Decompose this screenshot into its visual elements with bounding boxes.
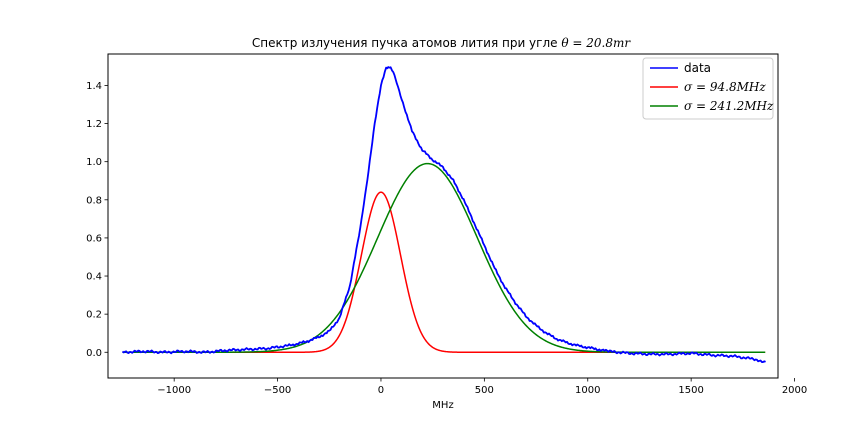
plot-frame: [107, 53, 779, 379]
y-tick-label: 0.6: [86, 233, 102, 244]
y-axis-ticks: 0.0 0.2 0.4 0.6 0.8 1.0 1.2 1.4: [86, 81, 108, 359]
x-axis-ticks: −1000 −500 0 500 1000 1500 2000: [157, 378, 807, 396]
legend-label-sigma-241-2: σ = 241.2MHz: [684, 99, 774, 113]
x-tick-label: 2000: [782, 385, 807, 396]
x-axis-label: MHz: [432, 400, 453, 411]
series-lines: [121, 66, 766, 363]
y-tick-label: 1.2: [86, 119, 102, 130]
x-tick-label: −1000: [157, 385, 191, 396]
y-tick-label: 0.0: [86, 348, 102, 359]
y-tick-label: 0.8: [86, 195, 102, 206]
chart-title: Спектр излучения пучка атомов лития при …: [252, 36, 631, 50]
x-tick-label: 500: [475, 385, 494, 396]
legend-box: [642, 57, 774, 120]
series-line-data: [121, 66, 766, 363]
series-line-sigma-241-2: [122, 162, 766, 354]
y-tick-label: 0.4: [86, 272, 102, 283]
legend-label-data: data: [684, 61, 711, 75]
x-tick-label: 1000: [575, 385, 600, 396]
legend-label-sigma-94-8: σ = 94.8MHz: [684, 80, 766, 94]
x-tick-label: 1500: [678, 385, 703, 396]
y-tick-label: 1.0: [86, 157, 102, 168]
y-tick-label: 1.4: [86, 81, 102, 92]
y-tick-label: 0.2: [86, 310, 102, 321]
x-tick-label: 0: [378, 385, 384, 396]
legend: data σ = 94.8MHz σ = 241.2MHz: [642, 57, 774, 120]
x-tick-label: −500: [264, 385, 291, 396]
